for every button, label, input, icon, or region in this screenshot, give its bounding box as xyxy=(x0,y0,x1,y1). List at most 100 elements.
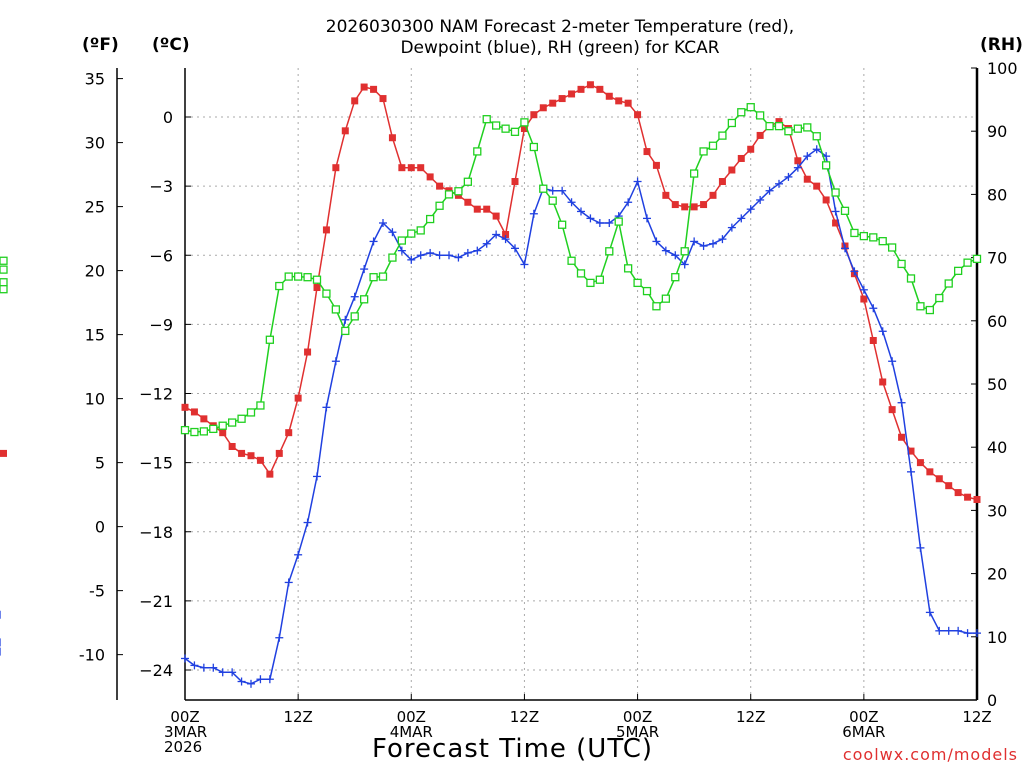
rh-point xyxy=(718,131,727,140)
rh-point xyxy=(548,196,557,205)
fahrenheit-tick-label: 5 xyxy=(95,454,105,473)
dewpoint-point xyxy=(831,207,840,216)
rh-point xyxy=(520,118,529,127)
temperature-point xyxy=(219,429,227,437)
rh-point xyxy=(491,121,501,130)
rh-point xyxy=(557,220,567,229)
dewpoint-point xyxy=(605,218,614,227)
rh-tick-label: 40 xyxy=(987,438,1007,457)
time-tick-label: 00Z xyxy=(849,708,878,726)
rh-point xyxy=(586,278,595,288)
temperature-point xyxy=(275,449,283,457)
dewpoint-point xyxy=(756,195,765,204)
axes xyxy=(116,67,979,701)
rh-point xyxy=(576,269,586,278)
rh-point xyxy=(708,141,718,150)
time-tick-label: 3MAR xyxy=(164,723,207,741)
dewpoint-point xyxy=(690,237,699,246)
temperature-point xyxy=(671,201,679,209)
temperature-series xyxy=(0,81,981,503)
time-tick-label: 12Z xyxy=(510,708,539,726)
celsius-tick-label: −6 xyxy=(149,246,173,265)
rh-point xyxy=(0,285,8,294)
dewpoint-point xyxy=(190,661,199,670)
rh-point xyxy=(623,264,633,273)
rh-point xyxy=(209,424,218,434)
rh-point xyxy=(972,254,982,264)
temperature-point xyxy=(935,475,943,483)
rh-point xyxy=(661,294,671,303)
dewpoint-point xyxy=(775,179,783,188)
temperature-point xyxy=(238,449,246,457)
dewpoint-point xyxy=(529,209,538,218)
dewpoint-point xyxy=(954,626,963,635)
fahrenheit-tick-label: 35 xyxy=(85,70,105,89)
rh-point xyxy=(831,188,840,197)
temperature-point xyxy=(869,337,877,345)
rh-point xyxy=(341,326,350,336)
temperature-point xyxy=(596,85,604,93)
fahrenheit-tick-label: 30 xyxy=(85,134,105,153)
temperature-point xyxy=(756,131,764,139)
rh-tick-label: 60 xyxy=(987,312,1007,331)
rh-point xyxy=(284,272,293,281)
temperature-point xyxy=(539,104,547,112)
dewpoint-point xyxy=(671,251,680,260)
rh-point xyxy=(906,274,916,283)
rh-point xyxy=(671,273,680,282)
dewpoint-point xyxy=(228,668,237,677)
temperature-point xyxy=(388,134,396,142)
temperature-point xyxy=(181,403,189,411)
dewpoint-point xyxy=(963,629,972,638)
dewpoint-point xyxy=(869,304,878,313)
dewpoint-point xyxy=(199,663,208,672)
temperature-point xyxy=(822,196,830,204)
grid-lines xyxy=(185,68,977,700)
rh-point xyxy=(237,414,246,423)
rh-point xyxy=(444,190,454,199)
rh-point xyxy=(359,295,369,304)
rh-point xyxy=(897,259,906,269)
rh-point xyxy=(784,127,793,136)
dewpoint-point xyxy=(247,679,255,688)
rh-point xyxy=(312,275,322,284)
temperature-point xyxy=(954,489,962,497)
rh-point xyxy=(746,103,755,112)
temperature-point xyxy=(322,226,330,234)
temperature-point xyxy=(803,175,811,183)
credit-link[interactable]: coolwx.com/models xyxy=(842,745,1018,764)
fahrenheit-tick-label: 25 xyxy=(85,198,105,217)
dewpoint-point xyxy=(265,675,274,684)
temperature-point xyxy=(360,83,368,91)
dewpoint-point xyxy=(416,251,425,260)
dewpoint-point xyxy=(181,654,189,663)
temperature-point xyxy=(473,205,481,213)
temperature-point xyxy=(973,495,981,503)
rh-point xyxy=(774,121,784,131)
rh-point xyxy=(963,258,972,267)
rh-point xyxy=(199,427,209,436)
time-tick-label: 2026 xyxy=(164,738,202,756)
dewpoint-point xyxy=(907,467,915,476)
rh-point xyxy=(265,335,275,344)
temperature-point xyxy=(285,429,293,437)
rh-unit-label: (RH) xyxy=(980,35,1023,55)
temperature-point xyxy=(483,205,491,213)
dewpoint-point xyxy=(718,235,727,244)
rh-tick-label: 30 xyxy=(987,501,1007,520)
fahrenheit-tick-label: 15 xyxy=(85,326,105,345)
rh-point xyxy=(567,256,576,265)
dewpoint-point xyxy=(680,260,689,269)
rh-point xyxy=(303,273,312,282)
celsius-tick-label: −9 xyxy=(149,315,173,334)
dewpoint-point xyxy=(426,248,435,257)
temperature-point xyxy=(568,90,576,98)
temperature-point xyxy=(916,459,924,467)
temperature-point xyxy=(605,92,613,100)
temperature-point xyxy=(247,452,255,460)
temperature-point xyxy=(718,178,726,186)
rh-point xyxy=(416,226,425,235)
rh-point xyxy=(689,169,699,178)
rh-series xyxy=(0,103,982,437)
dewpoint-point xyxy=(256,675,265,684)
